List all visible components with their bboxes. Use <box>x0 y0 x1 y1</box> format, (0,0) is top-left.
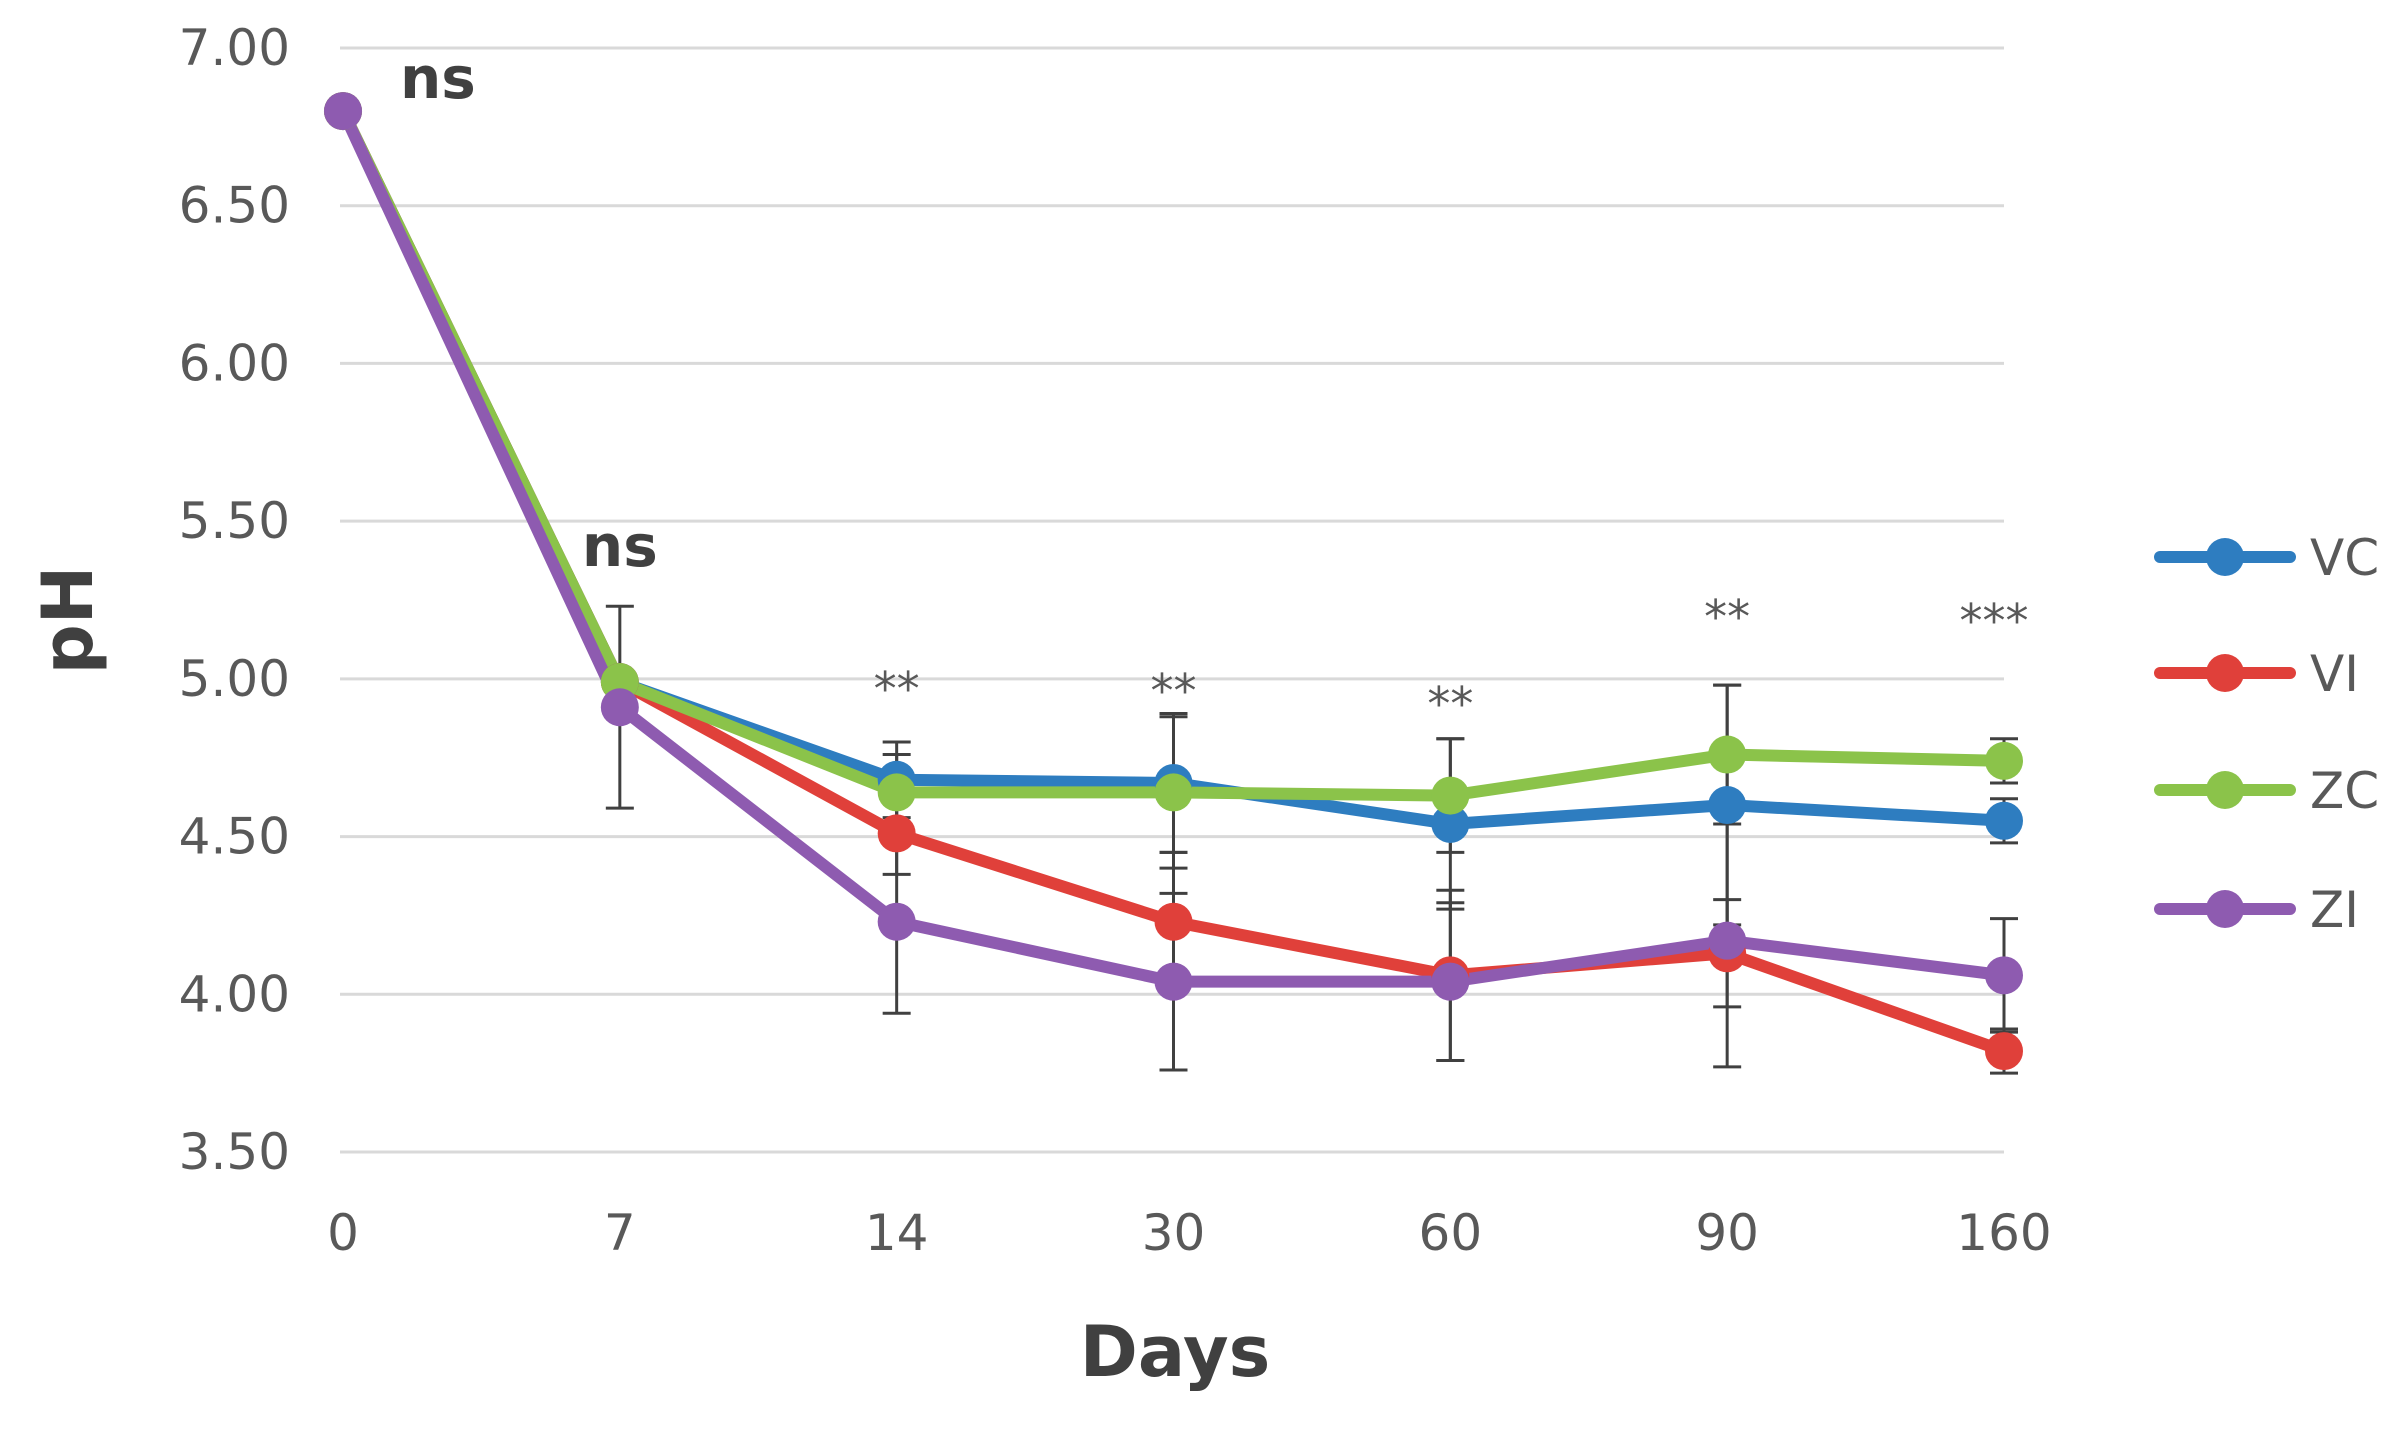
data-point-zi <box>1431 962 1470 1001</box>
significance-label: ** <box>1704 590 1750 644</box>
y-tick-label: 5.50 <box>179 492 290 550</box>
legend-item-vi: VI <box>2154 645 2359 703</box>
significance-label: *** <box>1960 594 2029 648</box>
significance-label: ns <box>400 44 476 112</box>
y-tick-label: 5.00 <box>179 650 290 708</box>
x-axis-title: Days <box>1080 1311 1270 1393</box>
x-tick-label: 60 <box>1419 1204 1483 1262</box>
y-tick-label: 4.50 <box>179 808 290 866</box>
data-point-vi <box>1985 1032 2023 1071</box>
data-point-vi <box>877 814 916 853</box>
data-point-vc <box>1985 801 2023 840</box>
significance-label: ** <box>1151 664 1197 718</box>
legend-item-zc: ZC <box>2154 762 2379 820</box>
legend-swatch-marker <box>2206 538 2244 576</box>
legend-item-vc: VC <box>2154 529 2379 587</box>
y-tick-label: 3.50 <box>179 1123 290 1181</box>
y-tick-label: 6.00 <box>179 334 290 392</box>
legend-item-zi: ZI <box>2154 881 2359 939</box>
x-tick-label: 7 <box>604 1204 636 1262</box>
data-point-zc <box>1154 773 1193 812</box>
data-point-zc <box>877 773 916 812</box>
significance-label: ns <box>582 512 658 580</box>
legend-swatch-marker <box>2206 890 2244 928</box>
data-point-zi <box>1708 921 1747 960</box>
data-point-zc <box>1985 741 2023 780</box>
error-bars <box>605 604 2018 1075</box>
data-point-vc <box>1431 804 1470 843</box>
data-point-zc <box>1431 776 1470 815</box>
data-point-zi <box>1985 956 2023 995</box>
legend-label: ZI <box>2310 881 2359 939</box>
legend-label: ZC <box>2310 762 2379 820</box>
legend-label: VC <box>2310 529 2379 587</box>
x-tick-label: 160 <box>1956 1204 2051 1262</box>
series-points <box>324 92 2023 1071</box>
y-axis-title: pH <box>27 566 109 675</box>
y-tick-label: 7.00 <box>179 19 290 77</box>
data-point-zi <box>600 688 639 727</box>
legend: VC VI ZC ZI <box>2154 529 2379 939</box>
x-tick-label: 14 <box>865 1204 929 1262</box>
x-tick-label: 30 <box>1142 1204 1206 1262</box>
legend-swatch-marker <box>2206 654 2244 692</box>
y-tick-label: 4.00 <box>179 965 290 1023</box>
data-point-zi <box>877 902 916 941</box>
x-tick-label: 90 <box>1695 1204 1759 1262</box>
data-point-zc <box>1708 735 1747 774</box>
data-point-vi <box>1154 902 1193 941</box>
legend-swatch-marker <box>2206 771 2244 809</box>
significance-label: ** <box>1427 677 1473 731</box>
data-point-zi <box>324 92 362 131</box>
y-axis-ticks: 3.50 4.00 4.50 5.00 5.50 6.00 6.50 7.00 <box>179 19 290 1181</box>
x-tick-label: 0 <box>327 1204 359 1262</box>
data-point-vc <box>1708 786 1747 825</box>
y-tick-label: 6.50 <box>179 177 290 235</box>
legend-label: VI <box>2310 645 2359 703</box>
data-point-zi <box>1154 962 1193 1001</box>
significance-label: ** <box>874 662 920 716</box>
x-axis-ticks: 0 7 14 30 60 90 160 <box>327 1204 2052 1262</box>
